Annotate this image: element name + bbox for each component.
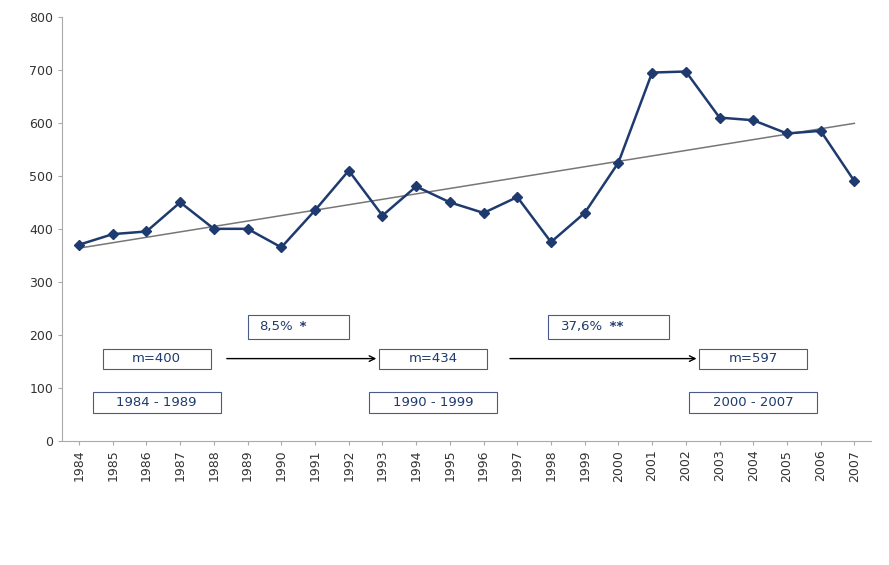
Text: m=597: m=597 <box>729 352 778 365</box>
Text: **: ** <box>605 320 623 333</box>
Text: 1990 - 1999: 1990 - 1999 <box>393 396 473 409</box>
Text: m=400: m=400 <box>132 352 181 365</box>
Bar <box>102 349 211 369</box>
Bar <box>379 349 487 369</box>
Bar <box>92 393 220 412</box>
Text: 37,6%: 37,6% <box>561 320 604 333</box>
Bar <box>369 393 497 412</box>
Text: 2000 - 2007: 2000 - 2007 <box>713 396 794 409</box>
Text: 1984 - 1989: 1984 - 1989 <box>116 396 196 409</box>
Bar <box>248 315 348 339</box>
Bar <box>548 315 669 339</box>
Text: m=434: m=434 <box>408 352 458 365</box>
Bar <box>689 393 817 412</box>
Bar <box>700 349 807 369</box>
Text: *: * <box>295 320 307 333</box>
Text: 8,5%: 8,5% <box>260 320 293 333</box>
